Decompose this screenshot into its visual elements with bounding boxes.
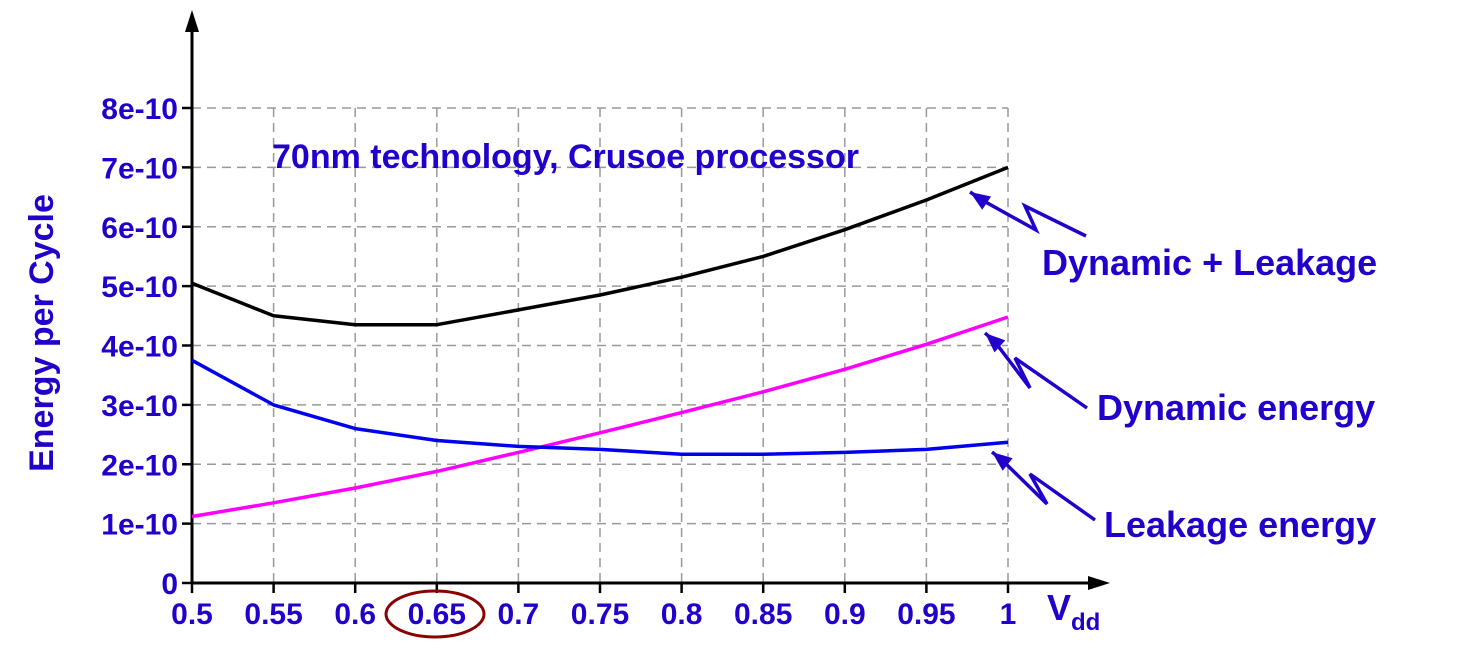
x-ticks: 0.5 0.55 0.6 0.65 0.7 0.75 0.8 0.85 0.9 0.95 1 xyxy=(171,583,1016,631)
chart-title: 70nm technology, Crusoe processor xyxy=(272,138,859,176)
series-line-leakage-energy xyxy=(191,358,1009,456)
axes xyxy=(185,10,1110,590)
y-ticks: 0 1e-10 2e-10 3e-10 4e-10 5e-10 6e-10 7e-10 8e-1… xyxy=(101,93,192,601)
arrow-to-dynamic-leakage-head xyxy=(970,192,992,210)
y-tick-label: 7e-10 xyxy=(101,152,178,185)
y-tick-label: 4e-10 xyxy=(101,331,178,364)
x-tick-label: 0.7 xyxy=(498,598,540,631)
y-tick-label: 6e-10 xyxy=(101,212,178,245)
x-tick-label: 0.9 xyxy=(824,598,866,631)
x-axis-label-main: V xyxy=(1047,587,1071,628)
x-tick-label: 0.6 xyxy=(334,598,376,631)
x-tick-label: 0.95 xyxy=(897,598,955,631)
x-axis-label: Vdd xyxy=(1047,587,1100,636)
y-tick-label: 1e-10 xyxy=(101,509,178,542)
y-axis-arrowhead xyxy=(185,10,199,32)
annotations: Dynamic + Leakage Dynamic energy Leakage… xyxy=(1042,242,1377,545)
x-axis-label-subscript: dd xyxy=(1071,609,1100,636)
y-tick-label: 3e-10 xyxy=(101,390,178,423)
series-line-dynamic-leakage xyxy=(191,165,1009,327)
x-tick-label: 0.65 xyxy=(408,598,466,631)
x-tick-label: 0.8 xyxy=(661,598,703,631)
x-tick-label: 1 xyxy=(1000,598,1017,631)
x-tick-label: 0.55 xyxy=(244,598,302,631)
y-axis-label: Energy per Cycle xyxy=(23,194,61,472)
x-tick-label: 0.85 xyxy=(734,598,792,631)
highlight-ellipse xyxy=(384,589,486,639)
y-tick-label: 0 xyxy=(161,568,178,601)
y-tick-label: 5e-10 xyxy=(101,271,178,304)
arrow-to-dynamic-energy-head xyxy=(985,333,1006,353)
grid xyxy=(192,107,1009,583)
y-tick-label: 2e-10 xyxy=(101,449,178,482)
y-tick-label: 8e-10 xyxy=(101,93,178,126)
x-axis-arrowhead xyxy=(1088,576,1110,590)
legend-label-leakage-energy: Leakage energy xyxy=(1104,504,1376,545)
arrow-to-leakage-energy-head xyxy=(992,452,1013,471)
x-tick-label: 0.5 xyxy=(171,598,213,631)
series xyxy=(191,165,1009,519)
legend-label-dynamic-energy: Dynamic energy xyxy=(1097,387,1375,428)
series-line-dynamic-energy xyxy=(191,315,1009,519)
legend-label-dynamic-leakage: Dynamic + Leakage xyxy=(1042,242,1377,283)
annotation-arrows xyxy=(969,190,1097,522)
x-tick-label: 0.75 xyxy=(571,598,629,631)
